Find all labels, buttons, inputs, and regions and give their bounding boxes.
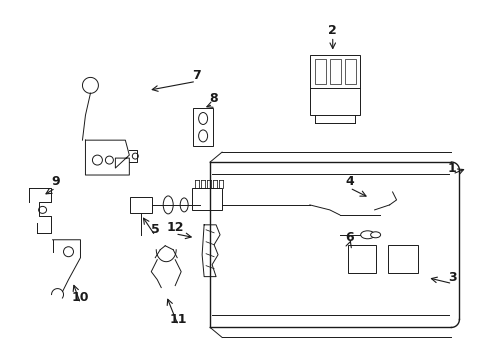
Ellipse shape (63, 247, 73, 257)
Ellipse shape (180, 198, 188, 212)
FancyBboxPatch shape (130, 197, 152, 213)
Text: 9: 9 (51, 175, 60, 189)
FancyBboxPatch shape (347, 245, 375, 273)
Text: 1: 1 (447, 162, 456, 175)
Ellipse shape (105, 156, 113, 164)
Ellipse shape (39, 206, 46, 213)
FancyBboxPatch shape (329, 59, 340, 84)
FancyBboxPatch shape (309, 55, 359, 115)
FancyBboxPatch shape (344, 59, 355, 84)
Text: 3: 3 (447, 271, 456, 284)
FancyBboxPatch shape (387, 245, 417, 273)
Text: 12: 12 (166, 221, 183, 234)
Text: 7: 7 (191, 69, 200, 82)
FancyBboxPatch shape (193, 108, 213, 146)
Text: 11: 11 (169, 313, 186, 326)
Ellipse shape (92, 155, 102, 165)
Ellipse shape (198, 113, 207, 125)
Ellipse shape (198, 130, 207, 142)
Text: 10: 10 (72, 291, 89, 304)
Text: 6: 6 (345, 231, 353, 244)
Ellipse shape (163, 196, 173, 214)
Text: 4: 4 (345, 175, 353, 189)
FancyBboxPatch shape (192, 188, 222, 210)
Text: 5: 5 (151, 223, 159, 236)
Text: 8: 8 (208, 92, 217, 105)
Ellipse shape (370, 232, 380, 238)
Text: 2: 2 (328, 24, 336, 37)
Ellipse shape (360, 231, 374, 239)
Ellipse shape (132, 153, 138, 159)
FancyBboxPatch shape (314, 59, 325, 84)
